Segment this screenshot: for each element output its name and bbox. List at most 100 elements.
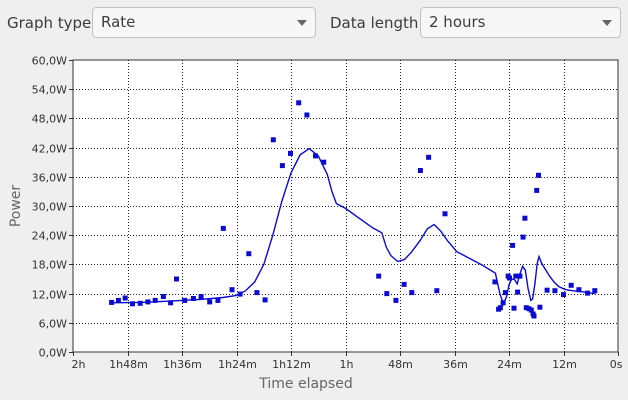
data-point — [393, 297, 399, 303]
data-point — [109, 299, 115, 305]
data-point — [160, 294, 166, 299]
x-tick-label: 1h24m — [218, 358, 257, 371]
y-axis-title: Power — [8, 185, 24, 228]
y-tick-label: 6,0W — [39, 318, 67, 331]
x-tick-label: 0s — [610, 358, 623, 371]
data-point — [376, 273, 382, 279]
data-point — [515, 289, 521, 295]
data-point — [592, 288, 598, 294]
x-tick-label: 2h — [72, 358, 86, 371]
data-point — [544, 287, 550, 293]
data-point — [130, 301, 135, 307]
chevron-down-icon — [297, 20, 307, 26]
data-point — [442, 211, 448, 217]
data-point — [511, 305, 517, 311]
y-tick-label: 54,0W — [32, 84, 67, 97]
data-point — [220, 225, 226, 231]
data-point — [534, 187, 540, 193]
data-length-value: 2 hours — [429, 13, 486, 31]
data-point — [517, 273, 523, 279]
grid — [73, 60, 618, 352]
data-point — [229, 287, 235, 293]
data-point — [152, 297, 158, 303]
y-tick-label: 12,0W — [32, 289, 67, 302]
data-point — [215, 297, 221, 303]
data-point — [507, 275, 512, 281]
data-point — [384, 291, 390, 297]
data-point — [313, 153, 318, 159]
data-point — [585, 290, 591, 296]
data-point — [417, 168, 423, 173]
data-point — [279, 163, 285, 169]
chevron-down-icon — [602, 20, 612, 26]
data-point — [561, 292, 566, 298]
data-point — [523, 305, 529, 311]
data-point — [528, 307, 534, 313]
data-point — [502, 290, 508, 296]
x-tick-label: 1h — [340, 358, 354, 371]
data-point — [174, 276, 179, 282]
data-point — [190, 296, 196, 301]
x-tick-label: 1h36m — [163, 358, 202, 371]
data-point — [513, 273, 519, 279]
data-point — [270, 137, 276, 143]
graph-type-label: Graph type: — [7, 14, 97, 32]
x-axis-ticks: 2h 1h48m 1h36m 1h24m 1h12m 1h 48m 36m 24m 12m 0s — [72, 352, 623, 371]
data-point — [207, 299, 213, 305]
data-point — [122, 295, 128, 301]
y-tick-label: 24,0W — [32, 230, 67, 243]
x-tick-label: 48m — [388, 358, 413, 371]
data-point — [262, 297, 268, 303]
data-point — [426, 154, 432, 160]
y-tick-label: 42,0W — [32, 143, 67, 156]
data-length-label: Data length: — [330, 14, 424, 32]
graph-type-value: Rate — [101, 13, 136, 31]
data-point — [552, 288, 558, 294]
data-point — [537, 304, 543, 310]
x-tick-label: 12m — [552, 358, 577, 371]
data-point — [254, 290, 260, 296]
data-point — [321, 159, 327, 165]
y-axis-ticks: 0,0W 6,0W 12,0W 18,0W 24,0W 30,0W 36,0W 42,0W 48… — [32, 55, 73, 360]
data-point — [198, 294, 204, 299]
data-point — [568, 282, 574, 288]
data-point — [401, 281, 407, 287]
data-point — [497, 305, 503, 311]
data-point — [304, 112, 310, 118]
y-tick-label: 30,0W — [32, 201, 67, 214]
data-point — [520, 234, 526, 240]
data-point — [510, 242, 516, 248]
data-point — [409, 290, 415, 296]
x-axis-title: Time elapsed — [258, 376, 352, 392]
x-tick-label: 36m — [443, 358, 468, 371]
data-point — [182, 297, 188, 303]
data-points — [109, 100, 598, 319]
x-tick-label: 24m — [497, 358, 522, 371]
data-point — [288, 150, 293, 156]
data-point — [137, 300, 143, 306]
y-tick-label: 0,0W — [39, 347, 67, 360]
y-tick-label: 18,0W — [32, 259, 67, 272]
data-point — [237, 291, 243, 297]
data-point — [246, 251, 252, 257]
data-point — [145, 299, 151, 305]
data-point — [492, 279, 498, 285]
data-length-select[interactable]: 2 hours — [420, 7, 621, 38]
data-point — [296, 100, 302, 106]
graph-type-select[interactable]: Rate — [92, 7, 316, 38]
y-tick-label: 36,0W — [32, 172, 67, 185]
data-point — [434, 288, 440, 294]
data-point — [522, 215, 528, 221]
data-point — [576, 287, 582, 293]
x-tick-label: 1h12m — [272, 358, 311, 371]
y-tick-label: 48,0W — [32, 113, 67, 126]
data-point — [500, 300, 506, 306]
trend-line — [111, 147, 596, 307]
data-point — [168, 300, 174, 306]
data-point — [536, 172, 541, 178]
y-tick-label: 60,0W — [32, 55, 67, 68]
data-point — [531, 313, 537, 319]
x-tick-label: 1h48m — [109, 358, 148, 371]
data-point — [115, 297, 121, 303]
